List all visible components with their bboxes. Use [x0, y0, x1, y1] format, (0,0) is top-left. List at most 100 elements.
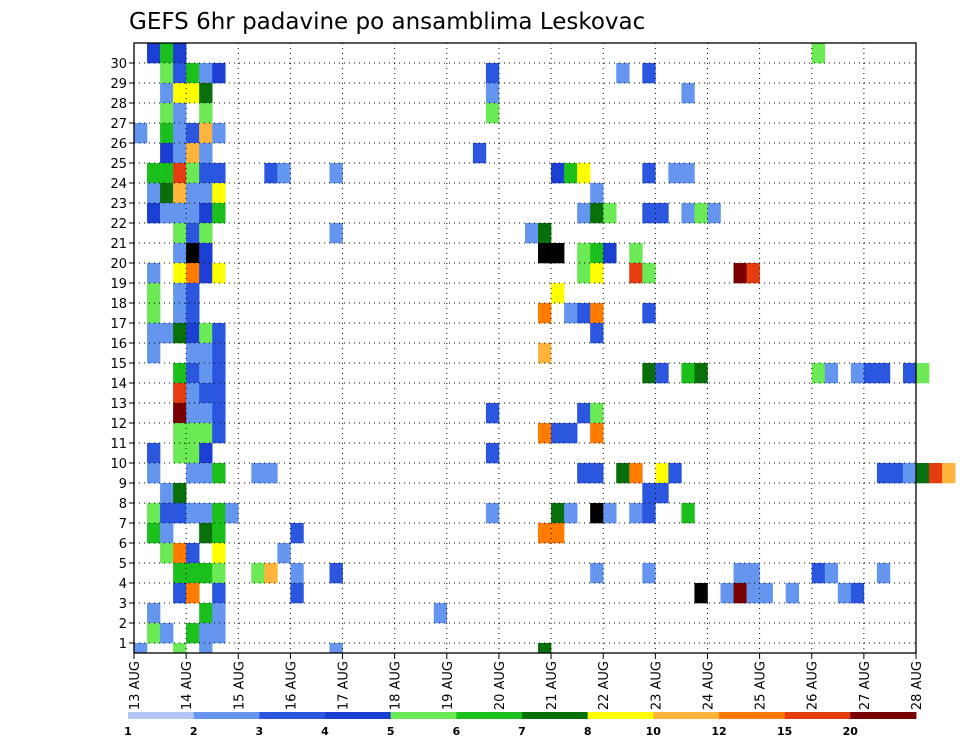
x-tick-label: 13 AUG [128, 661, 143, 710]
heatmap-cell [160, 543, 174, 564]
heatmap-cell [264, 563, 278, 584]
legend-swatch [259, 712, 326, 719]
heatmap-cell [199, 63, 213, 84]
heatmap-cell [160, 523, 174, 544]
heatmap-cell [186, 283, 200, 304]
y-tick-label: 25 [110, 157, 127, 172]
heatmap-cell [173, 83, 187, 104]
heatmap-cell [186, 363, 200, 384]
heatmap-cell [199, 83, 213, 104]
heatmap-cell [212, 203, 226, 224]
heatmap-cell [290, 523, 304, 544]
legend-label: 1 [124, 725, 132, 738]
legend-label: 8 [584, 725, 592, 738]
legend-label: 5 [387, 725, 395, 738]
legend-label: 12 [711, 725, 726, 738]
heatmap-cell [551, 423, 565, 444]
y-tick-label: 22 [110, 217, 127, 232]
legend-swatch [193, 712, 260, 719]
heatmap-cell [160, 183, 174, 204]
heatmap-cell [199, 143, 213, 164]
heatmap-cell [681, 203, 695, 224]
heatmap-cell [251, 463, 265, 484]
heatmap-cell [173, 43, 187, 64]
heatmap-cell [590, 563, 604, 584]
heatmap-cell [642, 63, 656, 84]
heatmap-cell [629, 463, 643, 484]
heatmap-cell [186, 123, 200, 144]
heatmap-cell [199, 403, 213, 424]
heatmap-cell [199, 343, 213, 364]
heatmap-cell [199, 603, 213, 624]
heatmap-cell [173, 163, 187, 184]
heatmap-cell [186, 383, 200, 404]
x-tick-label: 21 AUG [545, 661, 560, 710]
heatmap-cell [186, 543, 200, 564]
heatmap-cell [655, 363, 669, 384]
heatmap-cell [538, 423, 552, 444]
heatmap-cell [577, 303, 591, 324]
plot-frame [133, 42, 917, 654]
y-tick-label: 23 [110, 197, 127, 212]
heatmap-cell [785, 583, 799, 604]
legend-label: 15 [777, 725, 792, 738]
heatmap-cell [538, 643, 552, 654]
heatmap-cell [863, 363, 878, 384]
heatmap-cell [199, 203, 213, 224]
heatmap-cell [212, 183, 226, 204]
heatmap-cell [173, 583, 187, 604]
heatmap-cell [173, 203, 187, 224]
heatmap-cell [173, 223, 187, 244]
heatmap-cell [173, 403, 187, 424]
heatmap-cell [811, 363, 826, 384]
heatmap-cell [577, 203, 591, 224]
legend-label: 10 [646, 725, 662, 738]
heatmap-cell [629, 263, 643, 284]
heatmap-cell [186, 563, 200, 584]
y-tick-label: 20 [110, 257, 127, 272]
heatmap-cell [147, 263, 161, 284]
x-axis: 13 AUG 14 AUG 15 AUG 16 AUG 17 AUG 18 AUG 19 A… [128, 653, 925, 710]
heatmap-cell [577, 463, 591, 484]
heatmap-cell [147, 523, 161, 544]
y-tick-label: 6 [119, 537, 127, 552]
heatmap-cell [147, 503, 161, 524]
heatmap-cell [186, 343, 200, 364]
heatmap-cell [173, 143, 187, 164]
heatmap-cell [329, 163, 343, 184]
heatmap-cell [485, 503, 500, 524]
y-tick-label: 4 [119, 577, 127, 592]
heatmap-cell [850, 583, 865, 604]
y-tick-label: 3 [119, 597, 127, 612]
heatmap-cell [329, 223, 343, 244]
heatmap-cell [212, 403, 226, 424]
heatmap-cell [160, 83, 174, 104]
heatmap-cell [525, 223, 539, 244]
y-tick-label: 17 [110, 317, 127, 332]
heatmap-cell [681, 363, 695, 384]
heatmap-cell [173, 443, 187, 464]
heatmap-cell [629, 243, 643, 264]
heatmap-cell [538, 523, 552, 544]
legend-label: 3 [255, 725, 263, 738]
heatmap-cell [329, 563, 343, 584]
heatmap-cell [173, 483, 187, 504]
heatmap-cell [147, 283, 161, 304]
heatmap-cell [590, 243, 604, 264]
y-tick-label: 27 [110, 117, 127, 132]
legend-swatch [325, 712, 392, 719]
heatmap-cell [538, 223, 552, 244]
heatmap-cell [212, 543, 226, 564]
heatmap-cell [212, 263, 226, 284]
heatmap-cell [433, 603, 448, 624]
legend-swatch [390, 712, 457, 719]
heatmap-cell [160, 123, 174, 144]
heatmap-cell [186, 503, 200, 524]
heatmap-cell [485, 103, 500, 124]
y-axis: 1234567891011121314151617181920212223242… [110, 57, 134, 652]
heatmap-cell [160, 203, 174, 224]
heatmap-cell [186, 143, 200, 164]
y-tick-label: 18 [110, 297, 127, 312]
heatmap-cell [603, 503, 617, 524]
heatmap-cell [655, 463, 669, 484]
